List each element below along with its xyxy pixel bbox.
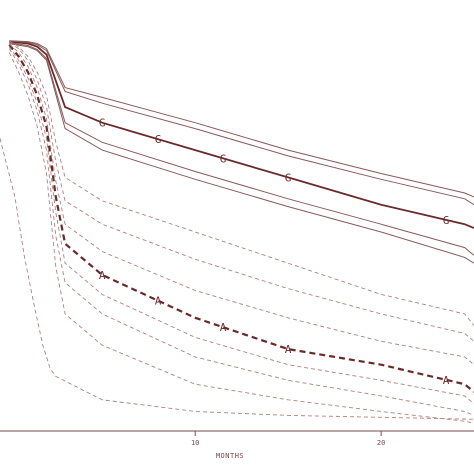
- marker-layer: G G G G G A A A A A: [99, 117, 450, 387]
- series-line-3: [9, 42, 474, 256]
- series-marker-A-4: A: [443, 374, 450, 387]
- series-marker-G-0: G: [99, 117, 106, 130]
- x-tick-label-1: 20: [377, 439, 385, 447]
- series-line-7: [9, 42, 474, 342]
- series-marker-A-3: A: [285, 343, 292, 356]
- series-layer: [0, 40, 474, 424]
- series-line-11: [8, 52, 474, 424]
- series-line-12: [0, 138, 474, 420]
- series-line-1: [9, 40, 474, 206]
- series-line-9: [8, 46, 474, 405]
- series-line-10: [8, 48, 474, 416]
- series-marker-G-3: G: [285, 171, 292, 184]
- series-line-6: [9, 40, 474, 326]
- series-marker-A-0: A: [99, 269, 106, 282]
- series-line-8: [8, 43, 474, 366]
- series-marker-G-4: G: [443, 214, 450, 227]
- series-marker-G-1: G: [155, 133, 162, 146]
- series-line-5: [8, 44, 474, 393]
- x-tick-layer: 10 20: [191, 431, 385, 447]
- x-axis-title: MONTHS: [216, 452, 244, 460]
- series-marker-A-1: A: [155, 295, 162, 308]
- x-tick-label-0: 10: [191, 439, 199, 447]
- series-marker-G-2: G: [220, 152, 227, 165]
- series-line-4: [9, 43, 474, 264]
- series-marker-A-2: A: [220, 321, 227, 334]
- series-line-0: [9, 40, 474, 229]
- series-line-2: [9, 40, 474, 198]
